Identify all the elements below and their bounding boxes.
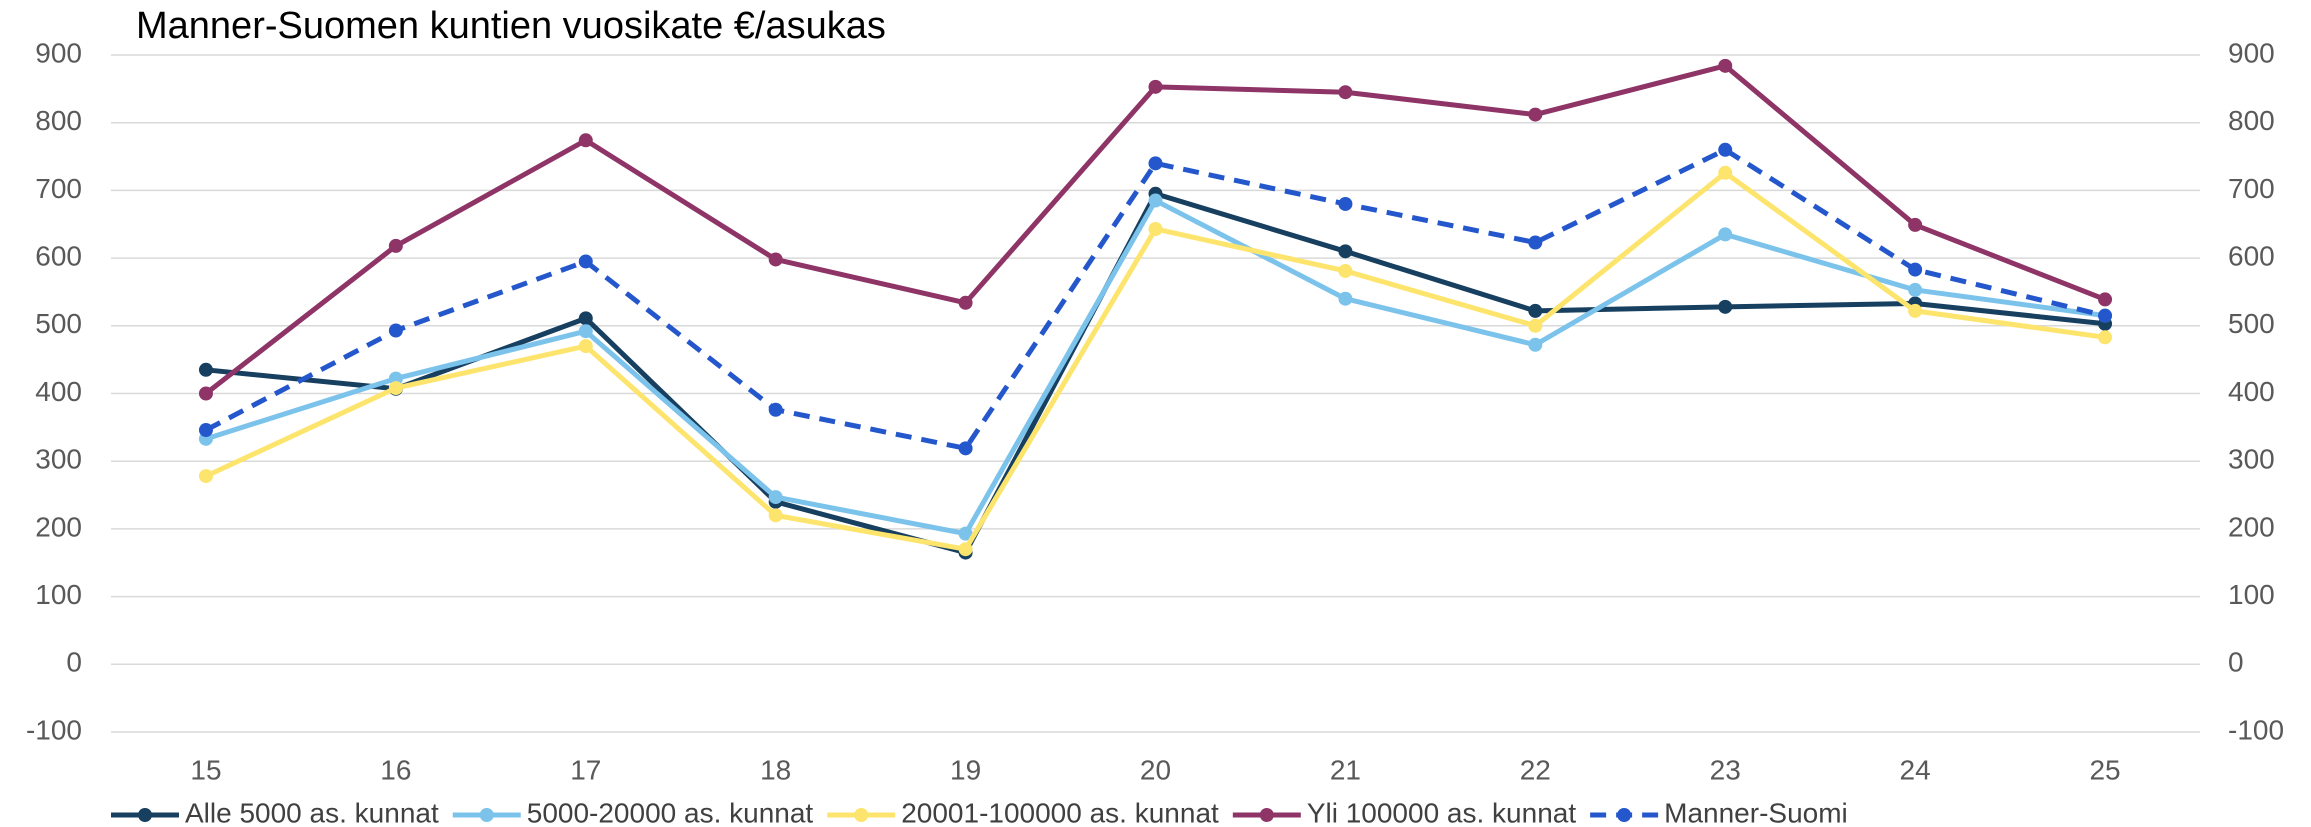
data-point [1908,217,1923,232]
y2-tick-label: -100 [2228,714,2284,745]
y2-tick-label: 700 [2228,173,2275,204]
y2-tick-label: 100 [2228,579,2275,610]
data-point [1908,303,1923,318]
data-point [768,402,783,417]
series-line [205,191,2106,556]
data-point [578,339,593,354]
data-point [1338,263,1353,278]
legend-marker [1259,808,1274,822]
data-point [1908,262,1923,277]
data-point [198,362,213,377]
y-tick-label: 800 [35,105,82,136]
legend-label: Alle 5000 as. kunnat [185,797,439,827]
data-point [1908,282,1923,297]
data-point [2098,292,2113,307]
x-tick-label: 17 [570,754,601,785]
data-point [1718,165,1733,180]
y-tick-label: 900 [35,37,82,68]
data-point [958,542,973,557]
data-point [1148,221,1163,236]
data-point [958,295,973,310]
data-point [1718,58,1733,73]
y2-tick-label: 600 [2228,240,2275,271]
data-point [1528,318,1543,333]
data-point [1528,107,1543,122]
y2-tick-label: 900 [2228,37,2275,68]
series-line [204,147,2106,451]
data-point [388,238,403,253]
data-point [1718,227,1733,242]
chart-title: Manner-Suomen kuntien vuosikate €/asukas [136,5,886,47]
legend-label: Yli 100000 as. kunnat [1307,797,1577,827]
y-tick-label: 600 [35,240,82,271]
x-tick-label: 25 [2089,754,2120,785]
data-point [1338,244,1353,259]
legend-label: Manner-Suomi [1664,797,1848,827]
legend-marker [1617,808,1632,822]
x-tick-label: 21 [1330,754,1361,785]
data-point [1528,337,1543,352]
y-tick-label: 500 [35,308,82,339]
y-tick-label: 100 [35,579,82,610]
data-point [198,423,213,438]
y-tick-label: 300 [35,444,82,475]
y-tick-label: -100 [26,714,82,745]
x-tick-label: 22 [1520,754,1551,785]
legend-marker [854,808,869,822]
data-point [388,323,403,338]
data-point [1148,156,1163,171]
y2-tick-label: 400 [2228,376,2275,407]
x-tick-label: 19 [950,754,981,785]
y-tick-label: 0 [66,647,82,678]
x-tick-label: 20 [1140,754,1171,785]
y-tick-label: 400 [35,376,82,407]
data-point [198,469,213,484]
x-tick-label: 24 [1900,754,1931,785]
data-point [1148,79,1163,94]
data-point [578,254,593,269]
data-point [1148,193,1163,208]
y-tick-label: 700 [35,173,82,204]
legend-label: 5000-20000 as. kunnat [527,797,814,827]
data-point [1528,235,1543,250]
data-point [2098,330,2113,345]
y2-tick-label: 300 [2228,444,2275,475]
legend-marker [138,808,152,822]
legend-marker [479,808,494,822]
y-tick-label: 200 [35,511,82,542]
data-point [768,508,783,523]
data-point [958,526,973,541]
x-tick-label: 15 [190,754,221,785]
data-point [1718,142,1733,157]
data-point [768,252,783,267]
data-point [578,324,593,339]
data-point [578,133,593,148]
data-point [1338,291,1353,306]
data-point [958,441,973,456]
data-point [1528,303,1543,318]
x-tick-label: 23 [1710,754,1741,785]
x-tick-label: 18 [760,754,791,785]
data-point [1338,85,1353,100]
y2-tick-label: 500 [2228,308,2275,339]
y2-tick-label: 800 [2228,105,2275,136]
data-point [768,490,783,505]
y2-tick-label: 200 [2228,511,2275,542]
data-point [198,386,213,401]
x-tick-label: 16 [380,754,411,785]
data-point [388,381,403,396]
legend-label: 20001-100000 as. kunnat [901,797,1219,827]
data-point [578,311,593,326]
data-point [1338,196,1353,211]
data-point [2098,308,2113,323]
y2-tick-label: 0 [2228,647,2244,678]
data-point [1718,299,1733,314]
